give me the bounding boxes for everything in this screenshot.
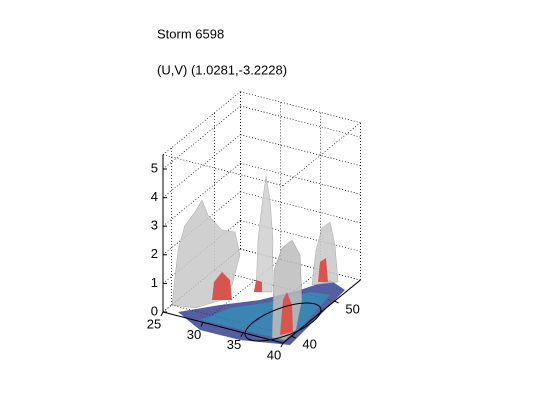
- z-tick-label: 5: [151, 160, 158, 175]
- core: [280, 292, 293, 335]
- core: [212, 272, 232, 300]
- y-tick: [334, 300, 339, 304]
- isosurface: [311, 221, 339, 286]
- z-tick-label: 1: [151, 275, 158, 290]
- isosurface: [255, 175, 274, 293]
- x-tick: [280, 342, 284, 348]
- y-tick-label: 50: [345, 301, 359, 316]
- y-tick: [291, 335, 296, 339]
- x-tick-label: 35: [227, 337, 241, 352]
- x-axis: [162, 311, 284, 344]
- z-tick-label: 2: [151, 246, 158, 261]
- core: [254, 280, 262, 292]
- z-tick-label: 3: [151, 218, 158, 233]
- x-tick-label: 40: [267, 347, 281, 362]
- track-ellipse: [244, 302, 322, 342]
- grid: [162, 91, 361, 344]
- core: [318, 258, 328, 282]
- isosurfaces: [171, 175, 345, 345]
- axes: 25 30 35 40 40 50 0 1 2 3 4 5: [147, 154, 361, 362]
- x-tick: [160, 311, 164, 317]
- isosurface: [271, 239, 303, 341]
- x-tick: [240, 332, 244, 337]
- chart-title: Storm 6598: [157, 26, 224, 41]
- x-tick-label: 30: [187, 327, 201, 342]
- chart-subtitle: (U,V) (1.0281,-3.2228): [157, 62, 287, 77]
- y-axis: [282, 279, 361, 344]
- z-tick-label: 0: [151, 303, 158, 318]
- y-tick-label: 40: [302, 336, 316, 351]
- x-tick: [200, 322, 204, 327]
- z-tick-label: 4: [151, 189, 158, 204]
- x-tick-label: 25: [147, 316, 161, 331]
